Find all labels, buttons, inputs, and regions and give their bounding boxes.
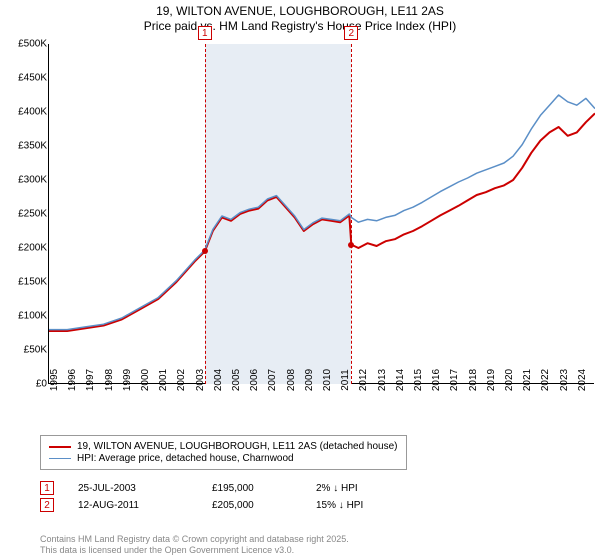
legend-swatch: [49, 446, 71, 448]
y-tick: £100K: [3, 311, 47, 322]
event-row: 2 12-AUG-2011 £205,000 15% ↓ HPI: [40, 498, 590, 512]
legend-swatch: [49, 458, 71, 459]
y-tick: £500K: [3, 39, 47, 50]
series-price_paid: [49, 113, 595, 331]
attribution: Contains HM Land Registry data © Crown c…: [40, 534, 590, 556]
sale-dot: [202, 248, 208, 254]
y-tick: £400K: [3, 107, 47, 118]
events-table: 1 25-JUL-2003 £195,000 2% ↓ HPI 2 12-AUG…: [40, 478, 590, 515]
event-date: 25-JUL-2003: [78, 483, 188, 494]
legend-label: 19, WILTON AVENUE, LOUGHBOROUGH, LE11 2A…: [77, 441, 398, 452]
event-marker: 1: [198, 26, 212, 40]
y-tick: £150K: [3, 277, 47, 288]
y-tick: £300K: [3, 175, 47, 186]
y-tick: £50K: [3, 345, 47, 356]
chart-title: 19, WILTON AVENUE, LOUGHBOROUGH, LE11 2A…: [0, 0, 600, 34]
legend-item-price-paid: 19, WILTON AVENUE, LOUGHBOROUGH, LE11 2A…: [49, 441, 398, 452]
legend-label: HPI: Average price, detached house, Char…: [77, 453, 294, 464]
title-line2: Price paid vs. HM Land Registry's House …: [0, 19, 600, 34]
chart-lines: [49, 44, 595, 384]
event-number: 2: [40, 498, 54, 512]
legend: 19, WILTON AVENUE, LOUGHBOROUGH, LE11 2A…: [40, 435, 407, 470]
y-tick: £200K: [3, 243, 47, 254]
event-row: 1 25-JUL-2003 £195,000 2% ↓ HPI: [40, 481, 590, 495]
sale-dot: [348, 242, 354, 248]
series-hpi: [49, 95, 595, 330]
attribution-line2: This data is licensed under the Open Gov…: [40, 545, 590, 556]
event-number: 1: [40, 481, 54, 495]
y-tick: £250K: [3, 209, 47, 220]
event-delta: 2% ↓ HPI: [316, 483, 426, 494]
event-price: £205,000: [212, 500, 292, 511]
chart: £0 £50K £100K £150K £200K £250K £300K £350K £400…: [0, 40, 600, 430]
title-line1: 19, WILTON AVENUE, LOUGHBOROUGH, LE11 2A…: [0, 4, 600, 19]
plot-area: £0£50K£100K£150K£200K£250K£300K£350K£400…: [48, 44, 594, 384]
event-delta: 15% ↓ HPI: [316, 500, 426, 511]
y-tick: £450K: [3, 73, 47, 84]
y-tick: £350K: [3, 141, 47, 152]
event-marker: 2: [344, 26, 358, 40]
attribution-line1: Contains HM Land Registry data © Crown c…: [40, 534, 590, 545]
event-price: £195,000: [212, 483, 292, 494]
legend-item-hpi: HPI: Average price, detached house, Char…: [49, 453, 398, 464]
y-tick: £0: [3, 379, 47, 390]
event-date: 12-AUG-2011: [78, 500, 188, 511]
